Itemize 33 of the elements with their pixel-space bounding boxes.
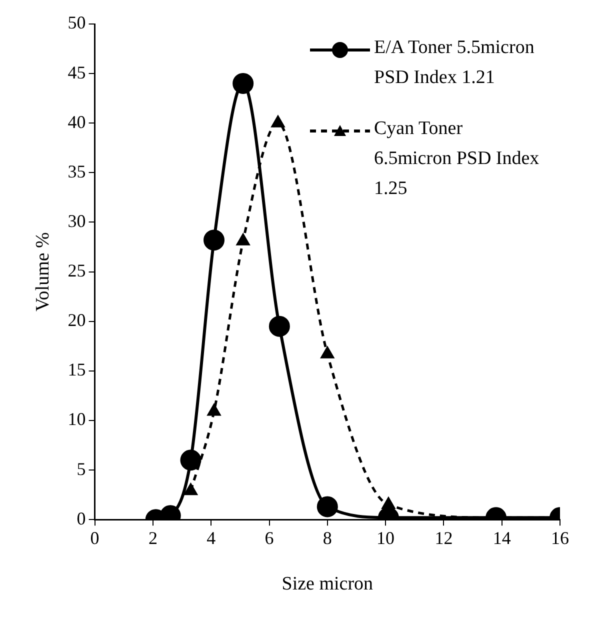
x-axis-title: Size micron xyxy=(282,574,374,595)
y-tick-label: 5 xyxy=(76,458,86,479)
point xyxy=(320,346,334,358)
point xyxy=(232,72,254,94)
point xyxy=(184,484,198,496)
y-tick-label: 40 xyxy=(68,112,86,132)
x-tick-label: 2 xyxy=(148,528,158,548)
x-tick-label: 14 xyxy=(492,528,511,548)
point xyxy=(382,497,395,509)
y-tick-label: 45 xyxy=(68,62,86,82)
y-tick-label: 50 xyxy=(68,12,86,33)
point xyxy=(268,316,290,337)
x-tick-label: 8 xyxy=(322,528,332,548)
legend-label: E/A Toner 5.5micron PSD Index 1.21 xyxy=(374,36,536,90)
point xyxy=(236,234,250,246)
y-tick-label: 25 xyxy=(68,260,86,281)
x-tick-label: 4 xyxy=(206,528,216,548)
y-tick-label: 30 xyxy=(68,210,86,231)
y-tick-label: 0 xyxy=(76,508,86,528)
point xyxy=(204,230,225,251)
point xyxy=(272,116,284,128)
y-tick-label: 10 xyxy=(68,409,86,430)
x-tick-label: 10 xyxy=(376,528,395,548)
y-axis-title: Volume % xyxy=(32,232,54,312)
y-tick-label: 15 xyxy=(68,360,86,380)
x-tick-label: 16 xyxy=(551,528,569,548)
y-tick-label: 35 xyxy=(68,161,86,182)
x-tick-label: 6 xyxy=(264,528,274,548)
y-tick-label: 20 xyxy=(68,310,86,330)
point xyxy=(208,404,220,416)
x-tick-label: 12 xyxy=(434,528,453,548)
x-tick-label: 0 xyxy=(90,528,100,548)
legend-label: Cyan Toner 6.5micron PSD Index 1.25 xyxy=(374,117,540,201)
